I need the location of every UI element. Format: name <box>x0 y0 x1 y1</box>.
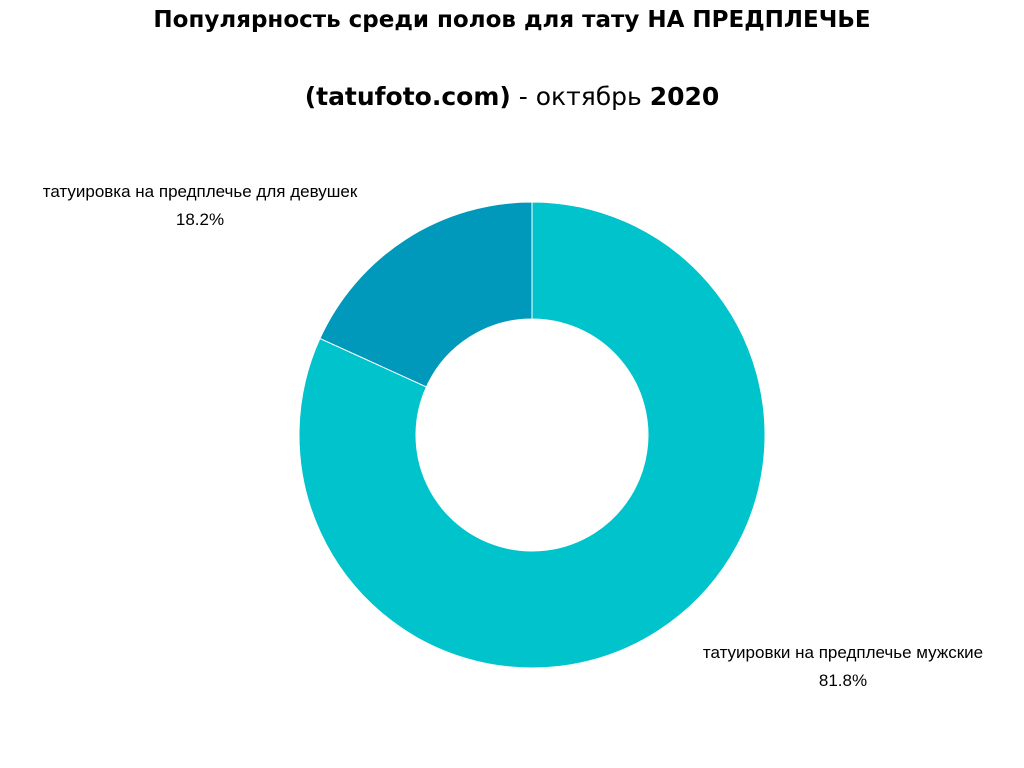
slice-label-name-0: татуировки на предплечье мужские <box>703 643 983 662</box>
donut-slices <box>298 201 766 669</box>
chart-subtitle-month: - октябрь <box>510 82 650 111</box>
chart-subtitle: (tatufoto.com) - октябрь 2020 <box>0 80 1024 114</box>
donut-slice-0 <box>298 201 766 669</box>
chart-title: Популярность среди полов для тату НА ПРЕ… <box>153 7 871 33</box>
chart-subtitle-source: (tatufoto.com) <box>304 82 511 111</box>
slice-label-value-0: 81.8% <box>819 671 867 690</box>
slice-labels: татуировки на предплечье мужские 81.8% тат… <box>43 182 983 690</box>
donut-slice-1 <box>319 201 533 388</box>
slice-label-value-1: 18.2% <box>176 210 224 229</box>
chart-subtitle-year: 2020 <box>649 82 720 111</box>
slice-label-name-1: татуировка на предплечье для девушек <box>43 182 358 201</box>
